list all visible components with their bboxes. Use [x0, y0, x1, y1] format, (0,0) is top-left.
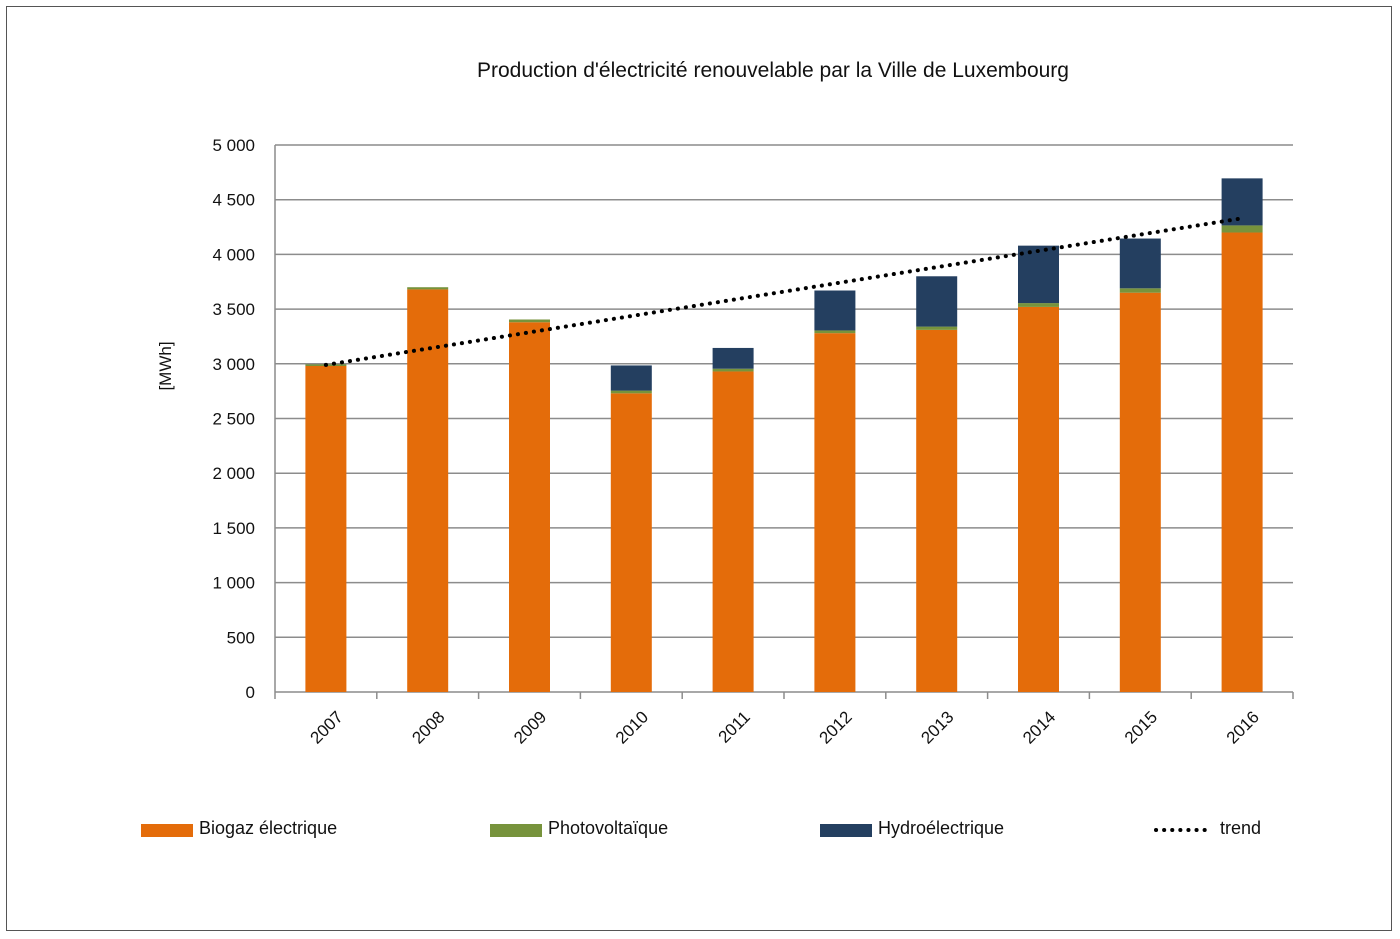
bar-2008-series-0 [407, 289, 449, 692]
bar-2010-series-0 [610, 393, 652, 692]
legend-swatch-photovoltaique [490, 824, 542, 837]
y-tick-label: 500 [227, 628, 255, 647]
y-tick-label: 5 000 [212, 136, 255, 155]
bar-2013-series-2 [916, 276, 958, 327]
x-tick-label: 2015 [1121, 707, 1161, 747]
bar-2010-series-2 [610, 365, 652, 391]
y-tick-label: 4 500 [212, 191, 255, 210]
legend-swatch-hydroelectrique [820, 824, 872, 837]
bar-2012-series-1 [814, 330, 856, 334]
bar-2009-series-1 [509, 319, 550, 323]
y-tick-label: 1 500 [212, 519, 255, 538]
bar-2015-series-1 [1119, 288, 1161, 293]
x-tick-label: 2008 [408, 707, 448, 747]
bar-2015-series-2 [1119, 238, 1161, 289]
x-tick-label: 2011 [715, 707, 754, 746]
x-tick-label: 2012 [816, 707, 856, 747]
legend: Biogaz électrique Photovoltaïque Hydroél… [141, 818, 1261, 838]
chart-frame [6, 6, 1392, 931]
x-tick-label: 2013 [917, 707, 957, 747]
bar-2013-series-0 [916, 329, 958, 692]
bar-2016-series-0 [1221, 232, 1263, 692]
x-tick-label: 2014 [1019, 707, 1059, 747]
y-tick-label: 4 000 [212, 245, 255, 264]
bar-2009-series-0 [509, 322, 550, 692]
bar-2010-series-1 [610, 390, 652, 394]
x-tick-label: 2016 [1223, 707, 1263, 747]
bar-2015-series-0 [1119, 292, 1161, 692]
legend-label-biogaz: Biogaz électrique [199, 818, 337, 838]
trend-line [323, 216, 1245, 367]
y-tick-label: 1 000 [212, 574, 255, 593]
x-tick-label: 2007 [307, 707, 347, 747]
x-tick-label: 2009 [510, 707, 550, 747]
y-tick-label: 2 000 [212, 464, 255, 483]
y-tick-labels: 0 500 1 000 1 500 2 000 2 500 3 000 3 500 4 000 4… [212, 136, 255, 702]
y-tick-label: 3 000 [212, 355, 255, 374]
bar-2013-series-1 [916, 326, 958, 330]
bar-2014-series-2 [1018, 245, 1059, 304]
y-tick-label: 2 500 [212, 410, 255, 429]
bar-2014-series-1 [1018, 303, 1059, 307]
bar-2012-series-2 [814, 290, 856, 331]
bar-2011-series-1 [712, 368, 754, 372]
legend-label-photovoltaique: Photovoltaïque [548, 818, 668, 838]
chart-title: Production d'électricité renouvelable pa… [477, 59, 1069, 82]
y-tick-label: 3 500 [212, 300, 255, 319]
bar-2016-series-2 [1221, 178, 1263, 226]
bar-2008-series-1 [407, 287, 449, 290]
bars [305, 178, 1263, 692]
x-tick-label: 2010 [612, 707, 652, 747]
bar-2016-series-1 [1221, 225, 1263, 233]
legend-swatch-biogaz [141, 824, 193, 837]
bar-2007-series-0 [305, 365, 347, 692]
y-tick-label: 0 [246, 683, 255, 702]
legend-label-hydroelectrique: Hydroélectrique [878, 818, 1004, 838]
bar-2014-series-0 [1018, 306, 1059, 692]
x-tick-labels: 2007 2008 2009 2010 2011 2012 2013 2014 2015 2016 [307, 707, 1263, 747]
bar-2011-series-2 [712, 347, 754, 369]
bar-2011-series-0 [712, 371, 754, 692]
y-axis-label: [MWh] [156, 341, 175, 390]
bar-2012-series-0 [814, 333, 856, 692]
trend-line-group [323, 216, 1245, 367]
legend-label-trend: trend [1220, 818, 1261, 838]
